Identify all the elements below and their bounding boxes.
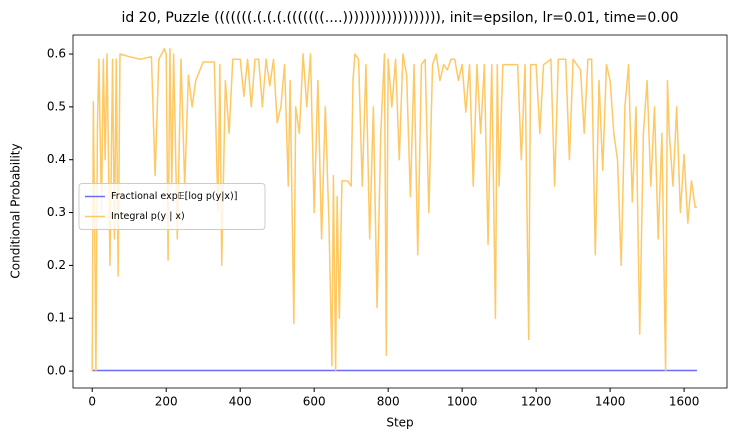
chart-title: id 20, Puzzle (((((((.(.(.(.(((((((....)… [121,10,678,26]
x-tick-label: 400 [229,395,252,409]
x-tick-label: 1400 [595,395,626,409]
legend-label: Fractional exp𝔼[log p(y|x)] [111,191,237,202]
x-tick-label: 800 [377,395,400,409]
y-tick-label: 0.5 [47,99,66,113]
y-axis-label: Conditional Probability [9,143,23,278]
x-axis-label: Step [386,416,413,430]
series-line [91,47,698,372]
x-tick-label: 600 [303,395,326,409]
y-tick-label: 0.0 [47,364,66,378]
y-tick-label: 0.4 [47,152,66,166]
legend: Fractional exp𝔼[log p(y|x)] Integral p(y … [78,183,266,230]
x-tick-label: 0 [88,395,96,409]
legend-label: Integral p(y | x) [111,211,185,222]
y-tick-label: 0.2 [47,258,66,272]
x-tick-label: 200 [155,395,178,409]
y-tick-label: 0.6 [47,47,66,61]
plot-frame [72,34,728,389]
x-tick-label: 1600 [669,395,700,409]
x-tick-label: 1200 [521,395,552,409]
legend-box [78,183,266,230]
y-tick-label: 0.1 [47,311,66,325]
x-tick-label: 1000 [447,395,478,409]
y-tick-label: 0.3 [47,205,66,219]
